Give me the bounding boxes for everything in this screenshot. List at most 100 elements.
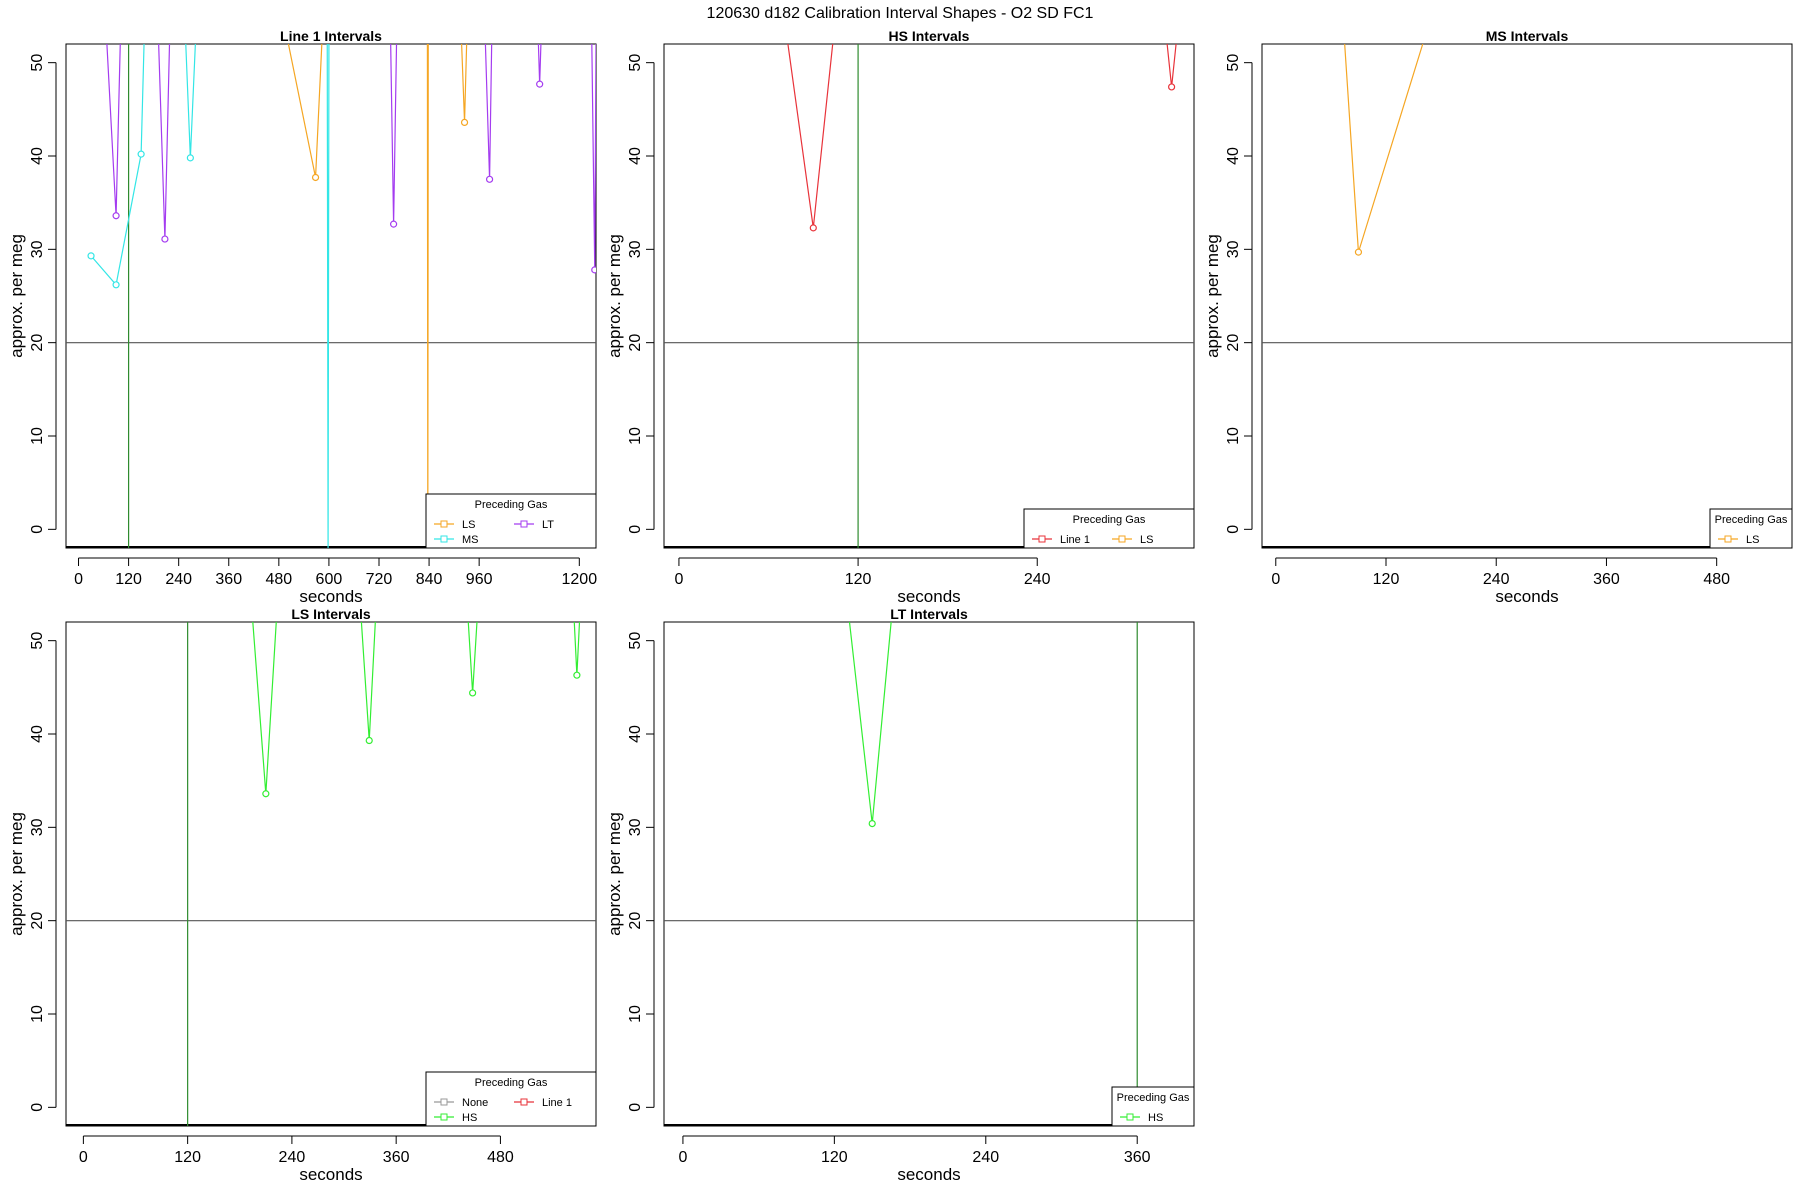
data-point bbox=[112, 281, 120, 289]
y-tick-label: 50 bbox=[627, 632, 644, 650]
y-axis-label: approx. per meg bbox=[1203, 234, 1222, 358]
y-tick-label: 20 bbox=[29, 334, 46, 352]
series-line-lt bbox=[537, 44, 542, 85]
x-tick-label: 480 bbox=[487, 1149, 514, 1166]
data-point bbox=[262, 790, 270, 798]
data-point bbox=[469, 689, 477, 697]
y-tick-label: 10 bbox=[29, 1005, 46, 1023]
x-tick-label: 600 bbox=[316, 571, 343, 588]
series-line-ls bbox=[461, 44, 468, 123]
legend-swatch-marker bbox=[520, 520, 528, 528]
legend-swatch-marker bbox=[520, 1098, 528, 1106]
series-line-line-1 bbox=[1166, 44, 1177, 87]
chart-panel-2: HS Intervals 0 120 240 seconds 0 10 20 30 40 50 app… bbox=[605, 28, 1195, 606]
plot-frame bbox=[65, 43, 597, 549]
series-line-ls bbox=[426, 44, 429, 548]
data-point bbox=[573, 671, 581, 679]
plot-area bbox=[66, 622, 596, 1126]
series-line-hs bbox=[360, 622, 376, 741]
data-point bbox=[460, 118, 469, 127]
x-tick-label: 240 bbox=[165, 571, 192, 588]
x-tick-label: 0 bbox=[74, 571, 83, 588]
x-tick-label: 0 bbox=[674, 571, 683, 588]
panel-title: LT Intervals bbox=[890, 606, 968, 622]
y-tick-label: 30 bbox=[627, 818, 644, 836]
data-point bbox=[186, 154, 194, 162]
x-tick-label: 360 bbox=[1124, 1149, 1151, 1166]
x-tick-label: 120 bbox=[115, 571, 142, 588]
plot-frame bbox=[65, 621, 597, 1127]
y-tick-label: 50 bbox=[1225, 54, 1242, 72]
x-tick-label: 960 bbox=[466, 571, 493, 588]
x-tick-label: 480 bbox=[1703, 571, 1730, 588]
chart-panels: Line 1 Intervals 0 120 240 360 480 600 720 840 96… bbox=[7, 28, 1793, 1184]
y-tick-label: 40 bbox=[1225, 147, 1242, 165]
y-tick-label: 40 bbox=[29, 725, 46, 743]
y-tick-label: 0 bbox=[1225, 525, 1242, 534]
series-line-ls bbox=[287, 44, 323, 178]
chart-panel-1: Line 1 Intervals 0 120 240 360 480 600 720 840 96… bbox=[7, 28, 597, 606]
y-axis-label: approx. per meg bbox=[605, 234, 624, 358]
legend-swatch-marker bbox=[1724, 535, 1732, 543]
panel-title: HS Intervals bbox=[889, 28, 970, 44]
y-axis-label: approx. per meg bbox=[7, 812, 26, 936]
plot-area bbox=[66, 44, 596, 548]
x-tick-label: 240 bbox=[972, 1149, 999, 1166]
x-axis-label: seconds bbox=[897, 587, 960, 606]
data-point bbox=[536, 80, 544, 88]
legend-entry-label: MS bbox=[462, 534, 479, 546]
series-line-ms bbox=[185, 44, 196, 158]
x-tick-label: 0 bbox=[678, 1149, 687, 1166]
legend-swatch-marker bbox=[1118, 535, 1126, 543]
data-point bbox=[868, 819, 876, 828]
x-tick-label: 840 bbox=[416, 571, 443, 588]
series-line-hs bbox=[467, 622, 478, 693]
y-tick-label: 40 bbox=[627, 725, 644, 743]
x-tick-label: 120 bbox=[1373, 571, 1400, 588]
y-tick-label: 40 bbox=[627, 147, 644, 165]
legend-title: Preceding Gas bbox=[475, 499, 548, 511]
legend: Preceding Gas HS bbox=[1111, 1086, 1195, 1127]
x-tick-label: 240 bbox=[1024, 571, 1051, 588]
data-point bbox=[485, 175, 494, 183]
legend-box bbox=[1709, 508, 1793, 549]
legend: Preceding Gas Line 1 LS bbox=[1023, 508, 1195, 549]
x-tick-label: 360 bbox=[1593, 571, 1620, 588]
legend-box bbox=[425, 493, 597, 549]
y-tick-label: 50 bbox=[627, 54, 644, 72]
y-tick-label: 50 bbox=[29, 54, 46, 72]
y-tick-label: 20 bbox=[1225, 334, 1242, 352]
legend-title: Preceding Gas bbox=[475, 1077, 548, 1089]
y-tick-label: 10 bbox=[29, 427, 46, 445]
series-line-lt bbox=[158, 44, 171, 240]
x-tick-label: 240 bbox=[279, 1149, 306, 1166]
x-tick-label: 120 bbox=[174, 1149, 201, 1166]
y-tick-label: 20 bbox=[627, 334, 644, 352]
y-tick-label: 0 bbox=[627, 1103, 644, 1112]
legend-swatch-marker bbox=[1126, 1113, 1134, 1121]
plot-frame bbox=[663, 621, 1195, 1127]
series-line-lt bbox=[484, 44, 493, 180]
series-line-ms bbox=[90, 44, 145, 287]
x-tick-label: 480 bbox=[265, 571, 292, 588]
plot-frame bbox=[663, 43, 1195, 549]
data-point bbox=[809, 224, 817, 232]
data-point bbox=[389, 220, 398, 228]
chart-panel-5: LT Intervals 0 120 240 360 seconds 0 10 20 30 40 50… bbox=[605, 606, 1195, 1184]
data-point bbox=[137, 150, 145, 158]
y-tick-label: 50 bbox=[29, 632, 46, 650]
series-line-lt bbox=[390, 44, 398, 225]
legend-title: Preceding Gas bbox=[1073, 514, 1146, 526]
series-line-hs bbox=[573, 622, 581, 676]
legend-swatch-marker bbox=[440, 1098, 448, 1106]
legend-entry-label: HS bbox=[1148, 1112, 1163, 1124]
x-axis-label: seconds bbox=[299, 1165, 362, 1184]
legend-box bbox=[1023, 508, 1195, 549]
x-tick-label: 240 bbox=[1483, 571, 1510, 588]
plot-frame bbox=[1261, 43, 1793, 549]
y-tick-label: 30 bbox=[1225, 240, 1242, 258]
legend-entry-label: LS bbox=[1746, 534, 1759, 546]
data-point bbox=[1354, 248, 1363, 256]
data-point bbox=[1168, 83, 1176, 91]
